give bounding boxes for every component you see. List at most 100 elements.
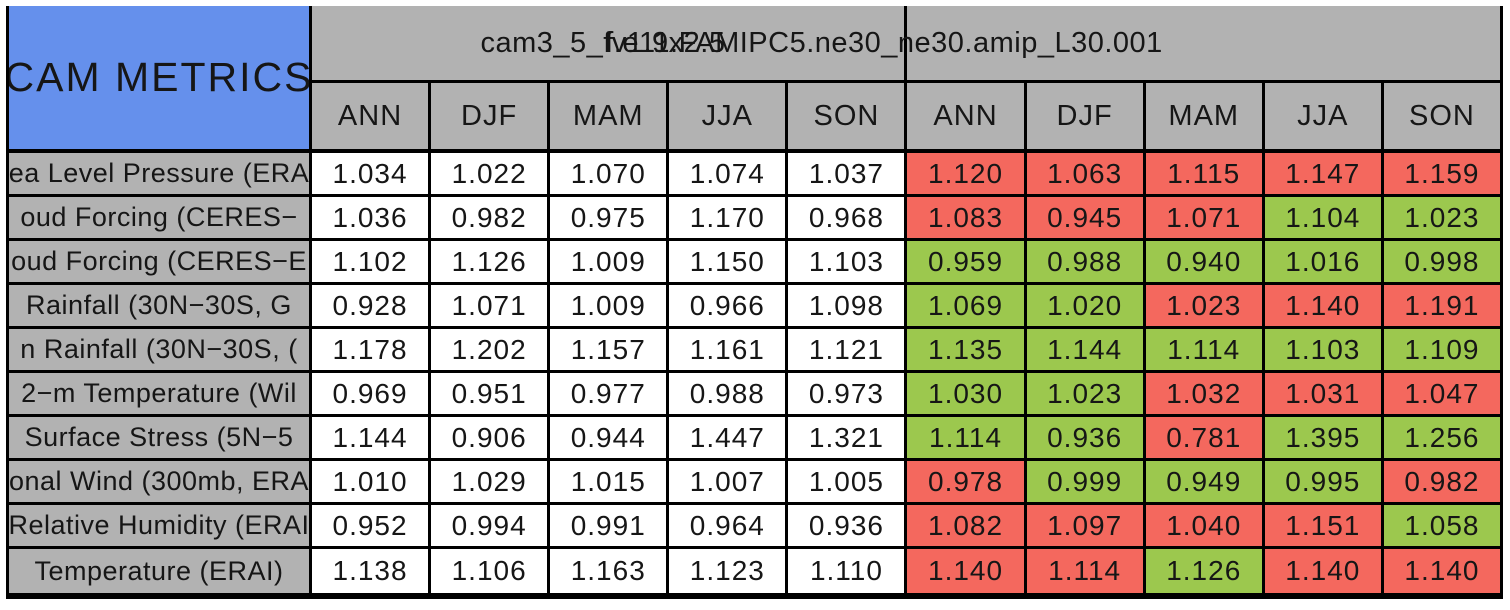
metric-cell-model1: 1.022 (428, 153, 548, 197)
metric-cell-model1: 0.966 (666, 285, 786, 329)
metric-cell-model2: 1.114 (1023, 549, 1143, 593)
metric-cell-model1: 1.005 (785, 461, 905, 505)
metric-cell-model2: 1.120 (904, 153, 1024, 197)
metric-cell-model1: 1.202 (428, 329, 548, 373)
metric-cell-model2: 1.031 (1261, 373, 1381, 417)
metric-cell-model1: 1.110 (785, 549, 905, 593)
table-title-cell: CAM METRICS (9, 6, 309, 153)
metric-cell-model2: 1.040 (1142, 505, 1262, 549)
row-label: oud Forcing (CERES−E (9, 241, 309, 285)
metric-cell-model2: 1.030 (904, 373, 1024, 417)
metric-cell-model2: 1.023 (1380, 197, 1500, 241)
metric-cell-model1: 1.009 (547, 285, 667, 329)
metric-cell-model1: 1.010 (309, 461, 429, 505)
metric-cell-model2: 1.147 (1261, 153, 1381, 197)
metric-cell-model1: 0.944 (547, 417, 667, 461)
metric-cell-model2: 1.082 (904, 505, 1024, 549)
season-header: SON (785, 80, 905, 153)
metric-cell-model2: 1.020 (1023, 285, 1143, 329)
metric-cell-model1: 1.103 (785, 241, 905, 285)
metric-cell-model1: 1.007 (666, 461, 786, 505)
season-header: JJA (1261, 80, 1381, 153)
season-header: DJF (428, 80, 548, 153)
metric-cell-model2: 1.256 (1380, 417, 1500, 461)
metric-cell-model1: 1.138 (309, 549, 429, 593)
metric-cell-model2: 0.940 (1142, 241, 1262, 285)
table-title: CAM METRICS (9, 54, 309, 100)
metric-cell-model2: 0.982 (1380, 461, 1500, 505)
metric-cell-model2: 1.144 (1023, 329, 1143, 373)
metric-cell-model1: 1.178 (309, 329, 429, 373)
metric-cell-model1: 0.969 (309, 373, 429, 417)
metric-cell-model2: 1.140 (904, 549, 1024, 593)
row-label: onal Wind (300mb, ERA (9, 461, 309, 505)
metric-cell-model1: 0.936 (785, 505, 905, 549)
season-header: ANN (309, 80, 429, 153)
metric-cell-model1: 1.121 (785, 329, 905, 373)
metric-cell-model2: 1.126 (1142, 549, 1262, 593)
metric-cell-model1: 1.036 (309, 197, 429, 241)
metric-cell-model1: 1.098 (785, 285, 905, 329)
metric-cell-model2: 1.140 (1380, 549, 1500, 593)
metric-cell-model2: 0.949 (1142, 461, 1262, 505)
season-header: SON (1380, 80, 1500, 153)
metric-cell-model2: 0.959 (904, 241, 1024, 285)
metric-cell-model2: 1.115 (1142, 153, 1262, 197)
metric-cell-model1: 1.123 (666, 549, 786, 593)
metric-cell-model1: 1.071 (428, 285, 548, 329)
metric-cell-model1: 0.973 (785, 373, 905, 417)
row-label: 2−m Temperature (Wil (9, 373, 309, 417)
metric-cell-model1: 0.977 (547, 373, 667, 417)
metric-cell-model2: 1.104 (1261, 197, 1381, 241)
metric-cell-model1: 1.070 (547, 153, 667, 197)
metric-cell-model1: 1.170 (666, 197, 786, 241)
metric-cell-model1: 1.144 (309, 417, 429, 461)
model2-name: f.e11.FAMIPC5.ne30_ne30.amip_L30.001 (605, 26, 1163, 59)
metric-cell-model1: 0.988 (666, 373, 786, 417)
metric-cell-model1: 1.102 (309, 241, 429, 285)
row-label: oud Forcing (CERES− (9, 197, 309, 241)
metric-cell-model2: 0.998 (1380, 241, 1500, 285)
metric-cell-model2: 0.781 (1142, 417, 1262, 461)
metric-cell-model1: 1.161 (666, 329, 786, 373)
metric-cell-model1: 0.975 (547, 197, 667, 241)
metric-cell-model2: 1.016 (1261, 241, 1381, 285)
row-label: Rainfall (30N−30S, G (9, 285, 309, 329)
row-label: Temperature (ERAI) (9, 549, 309, 593)
metric-cell-model2: 0.988 (1023, 241, 1143, 285)
metric-cell-model1: 0.952 (309, 505, 429, 549)
row-label: n Rainfall (30N−30S, ( (9, 329, 309, 373)
metric-cell-model1: 1.157 (547, 329, 667, 373)
metric-cell-model2: 1.071 (1142, 197, 1262, 241)
metric-cell-model1: 1.321 (785, 417, 905, 461)
season-header: MAM (1142, 80, 1262, 153)
metric-cell-model1: 0.994 (428, 505, 548, 549)
metric-cell-model2: 1.140 (1261, 285, 1381, 329)
row-label: ea Level Pressure (ERA (9, 153, 309, 197)
model2-header-cell (904, 6, 1500, 80)
metric-cell-model2: 1.159 (1380, 153, 1500, 197)
metric-cell-model1: 1.029 (428, 461, 548, 505)
metric-cell-model2: 1.103 (1261, 329, 1381, 373)
metric-cell-model2: 1.047 (1380, 373, 1500, 417)
metric-cell-model2: 1.109 (1380, 329, 1500, 373)
metric-cell-model1: 1.447 (666, 417, 786, 461)
metrics-table: CAM METRICS cam3_5_fv1.9x2.5 f.e11.FAMIP… (6, 6, 1503, 599)
metric-cell-model1: 0.982 (428, 197, 548, 241)
metric-cell-model1: 1.009 (547, 241, 667, 285)
metric-cell-model1: 1.126 (428, 241, 548, 285)
metric-cell-model1: 1.034 (309, 153, 429, 197)
metric-cell-model1: 0.906 (428, 417, 548, 461)
metric-cell-model1: 0.951 (428, 373, 548, 417)
model1-header-cell (309, 6, 904, 80)
metric-cell-model1: 1.074 (666, 153, 786, 197)
metric-cell-model2: 0.936 (1023, 417, 1143, 461)
metric-cell-model2: 1.023 (1023, 373, 1143, 417)
metric-cell-model2: 0.995 (1261, 461, 1381, 505)
metric-cell-model2: 1.191 (1380, 285, 1500, 329)
metric-cell-model2: 1.097 (1023, 505, 1143, 549)
metric-cell-model2: 1.023 (1142, 285, 1262, 329)
metric-cell-model2: 0.978 (904, 461, 1024, 505)
metric-cell-model1: 0.968 (785, 197, 905, 241)
